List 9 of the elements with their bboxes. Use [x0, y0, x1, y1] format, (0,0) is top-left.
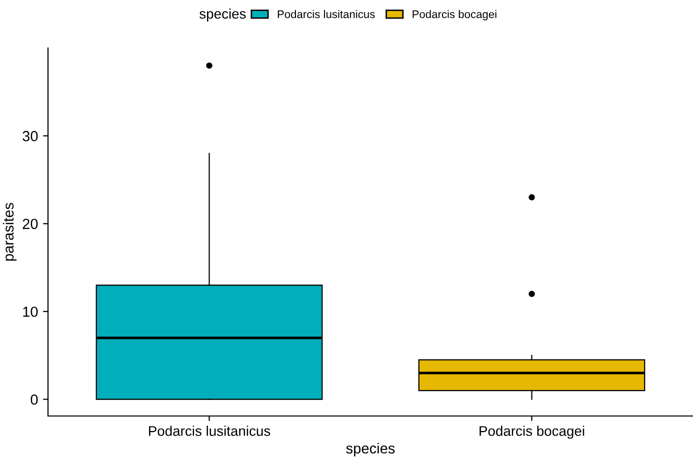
- y-tick-label: 0: [30, 394, 38, 405]
- x-axis-title: species: [346, 442, 395, 456]
- y-axis-title: parasites: [2, 202, 17, 261]
- y-tick-label: 30: [22, 130, 38, 142]
- y-tick-label: 10: [23, 306, 38, 317]
- legend-label: Podarcis bocagei: [412, 10, 496, 20]
- y-tick-label: 20: [22, 218, 38, 230]
- legend-title: species: [200, 8, 246, 22]
- legend-label: Podarcis lusitanicus: [278, 10, 375, 18]
